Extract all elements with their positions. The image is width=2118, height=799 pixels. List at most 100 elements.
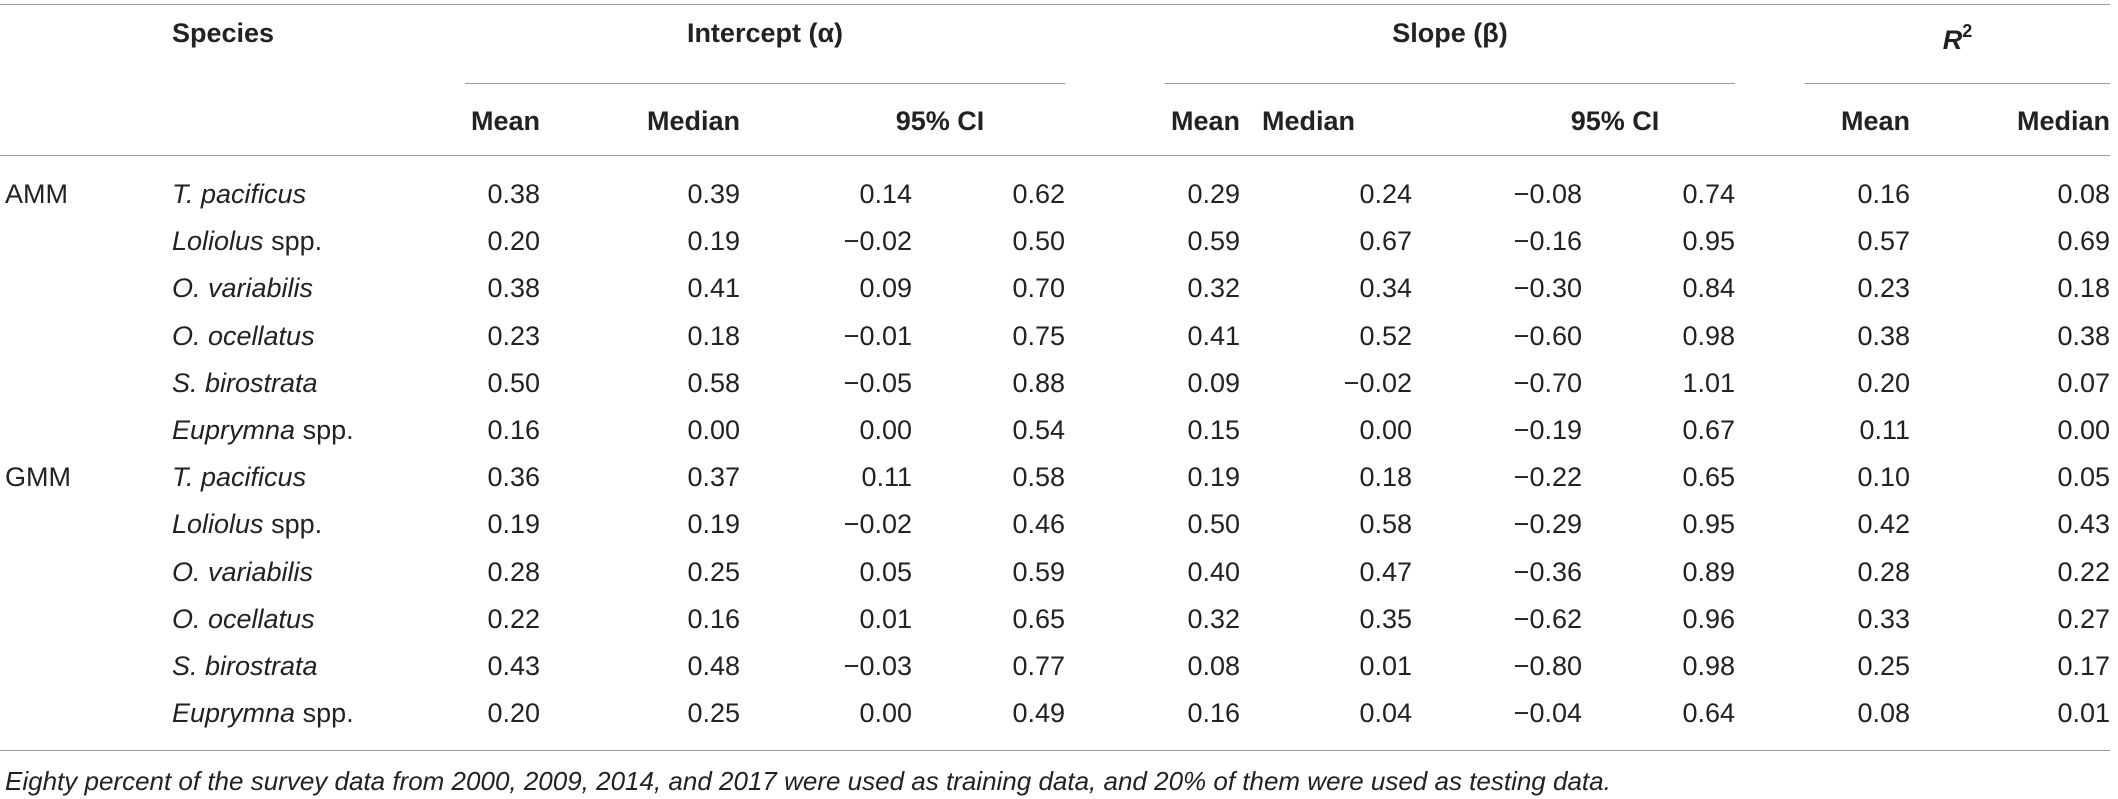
slope-ci-high-cell: 0.96 bbox=[1682, 604, 1735, 634]
intercept-ci-high-cell: 0.46 bbox=[1012, 509, 1065, 539]
slope-median-cell: 0.04 bbox=[1359, 698, 1412, 728]
species-genus: Loliolus bbox=[172, 509, 264, 539]
slope-mean-cell: 0.08 bbox=[1187, 651, 1240, 681]
intercept-ci-low-cell: 0.14 bbox=[859, 179, 912, 209]
r2-mean-cell: 0.42 bbox=[1857, 509, 1910, 539]
slope-ci-low-cell: −0.16 bbox=[1513, 226, 1582, 256]
slope-median-cell: 0.52 bbox=[1359, 321, 1412, 351]
intercept-median-cell: 0.41 bbox=[687, 273, 740, 303]
slope-ci-high-cell: 0.65 bbox=[1682, 462, 1735, 492]
r2-median-cell: 0.17 bbox=[2057, 651, 2110, 681]
sub-slope-ci: 95% CI bbox=[1570, 106, 1660, 136]
slope-ci-low-cell: −0.80 bbox=[1513, 651, 1582, 681]
species-name: Euprymna spp. bbox=[172, 414, 354, 446]
intercept-ci-low-cell: 0.05 bbox=[859, 557, 912, 587]
species-name: Loliolus spp. bbox=[172, 225, 322, 257]
r2-mean-cell: 0.20 bbox=[1857, 368, 1910, 398]
model-label: GMM bbox=[5, 462, 71, 492]
species-genus: O. ocellatus bbox=[172, 604, 315, 634]
intercept-ci-high-cell: 0.49 bbox=[1012, 698, 1065, 728]
slope-median-cell: 0.58 bbox=[1359, 509, 1412, 539]
r2-mean-cell: 0.11 bbox=[1859, 415, 1910, 445]
slope-ci-high-cell: 0.89 bbox=[1682, 557, 1735, 587]
slope-ci-low-cell: −0.22 bbox=[1513, 462, 1582, 492]
intercept-median-cell: 0.19 bbox=[687, 509, 740, 539]
slope-median-cell: 0.18 bbox=[1359, 462, 1412, 492]
slope-mean-cell: 0.19 bbox=[1187, 462, 1240, 492]
species-name: S. birostrata bbox=[172, 367, 318, 399]
intercept-ci-low-cell: −0.02 bbox=[843, 226, 912, 256]
header-r2-base: R bbox=[1942, 25, 1963, 55]
r2-mean-cell: 0.28 bbox=[1857, 557, 1910, 587]
intercept-ci-low-cell: −0.02 bbox=[843, 509, 912, 539]
intercept-median-cell: 0.19 bbox=[687, 226, 740, 256]
species-genus: S. birostrata bbox=[172, 651, 318, 681]
r2-mean-cell: 0.38 bbox=[1857, 321, 1910, 351]
intercept-ci-high-cell: 0.54 bbox=[1012, 415, 1065, 445]
slope-ci-low-cell: −0.08 bbox=[1513, 179, 1582, 209]
slope-median-cell: 0.47 bbox=[1359, 557, 1412, 587]
species-name: Loliolus spp. bbox=[172, 508, 322, 540]
intercept-mean-cell: 0.20 bbox=[487, 226, 540, 256]
intercept-ci-low-cell: −0.01 bbox=[843, 321, 912, 351]
intercept-mean-cell: 0.43 bbox=[487, 651, 540, 681]
slope-median-cell: 0.35 bbox=[1359, 604, 1412, 634]
slope-ci-high-cell: 0.74 bbox=[1682, 179, 1735, 209]
r2-median-cell: 0.18 bbox=[2057, 273, 2110, 303]
header-r2: R2 bbox=[1805, 17, 2110, 56]
slope-ci-low-cell: −0.60 bbox=[1513, 321, 1582, 351]
table-bottom-rule bbox=[0, 750, 2110, 751]
slope-mean-cell: 0.32 bbox=[1187, 273, 1240, 303]
intercept-ci-low-cell: 0.00 bbox=[859, 415, 912, 445]
sub-slope-mean: Mean bbox=[1170, 106, 1240, 136]
species-genus: S. birostrata bbox=[172, 368, 318, 398]
r2-mean-cell: 0.33 bbox=[1857, 604, 1910, 634]
species-genus: T. pacificus bbox=[172, 179, 307, 209]
r2-median-cell: 0.05 bbox=[2057, 462, 2110, 492]
slope-ci-low-cell: −0.30 bbox=[1513, 273, 1582, 303]
intercept-mean-cell: 0.38 bbox=[487, 273, 540, 303]
species-genus: O. variabilis bbox=[172, 273, 314, 303]
slope-median-cell: 0.24 bbox=[1359, 179, 1412, 209]
intercept-mean-cell: 0.16 bbox=[487, 415, 540, 445]
table-top-rule bbox=[0, 4, 2110, 5]
intercept-median-cell: 0.25 bbox=[687, 698, 740, 728]
intercept-mean-cell: 0.23 bbox=[487, 321, 540, 351]
intercept-ci-low-cell: 0.09 bbox=[859, 273, 912, 303]
intercept-ci-high-cell: 0.77 bbox=[1012, 651, 1065, 681]
species-name: O. ocellatus bbox=[172, 320, 315, 352]
r2-mean-cell: 0.25 bbox=[1857, 651, 1910, 681]
slope-mean-cell: 0.40 bbox=[1187, 557, 1240, 587]
intercept-ci-high-cell: 0.65 bbox=[1012, 604, 1065, 634]
intercept-mean-cell: 0.38 bbox=[487, 179, 540, 209]
slope-ci-high-cell: 0.84 bbox=[1682, 273, 1735, 303]
intercept-mean-cell: 0.28 bbox=[487, 557, 540, 587]
intercept-ci-low-cell: −0.05 bbox=[843, 368, 912, 398]
intercept-ci-low-cell: −0.03 bbox=[843, 651, 912, 681]
r2-median-cell: 0.27 bbox=[2057, 604, 2110, 634]
sub-intercept-mean: Mean bbox=[470, 106, 540, 136]
species-suffix: spp. bbox=[295, 415, 354, 445]
intercept-ci-high-cell: 0.59 bbox=[1012, 557, 1065, 587]
species-genus: O. variabilis bbox=[172, 557, 314, 587]
sub-intercept-median: Median bbox=[646, 106, 740, 136]
species-name: O. ocellatus bbox=[172, 603, 315, 635]
slope-mean-cell: 0.41 bbox=[1187, 321, 1240, 351]
header-bottom-rule bbox=[0, 155, 2110, 156]
sub-r2-median: Median bbox=[2016, 106, 2110, 136]
slope-ci-high-cell: 0.64 bbox=[1682, 698, 1735, 728]
intercept-median-cell: 0.37 bbox=[687, 462, 740, 492]
species-suffix: spp. bbox=[263, 509, 323, 539]
slope-median-cell: 0.67 bbox=[1359, 226, 1412, 256]
slope-median-cell: 0.34 bbox=[1359, 273, 1412, 303]
sub-r2-mean: Mean bbox=[1840, 106, 1910, 136]
r2-median-cell: 0.22 bbox=[2057, 557, 2110, 587]
sub-intercept-ci: 95% CI bbox=[895, 106, 985, 136]
intercept-median-cell: 0.16 bbox=[687, 604, 740, 634]
intercept-ci-low-cell: 0.00 bbox=[859, 698, 912, 728]
slope-median-cell: 0.00 bbox=[1359, 415, 1412, 445]
intercept-ci-high-cell: 0.88 bbox=[1012, 368, 1065, 398]
slope-ci-high-cell: 0.67 bbox=[1682, 415, 1735, 445]
slope-ci-low-cell: −0.36 bbox=[1513, 557, 1582, 587]
header-intercept: Intercept (α) bbox=[686, 18, 844, 48]
